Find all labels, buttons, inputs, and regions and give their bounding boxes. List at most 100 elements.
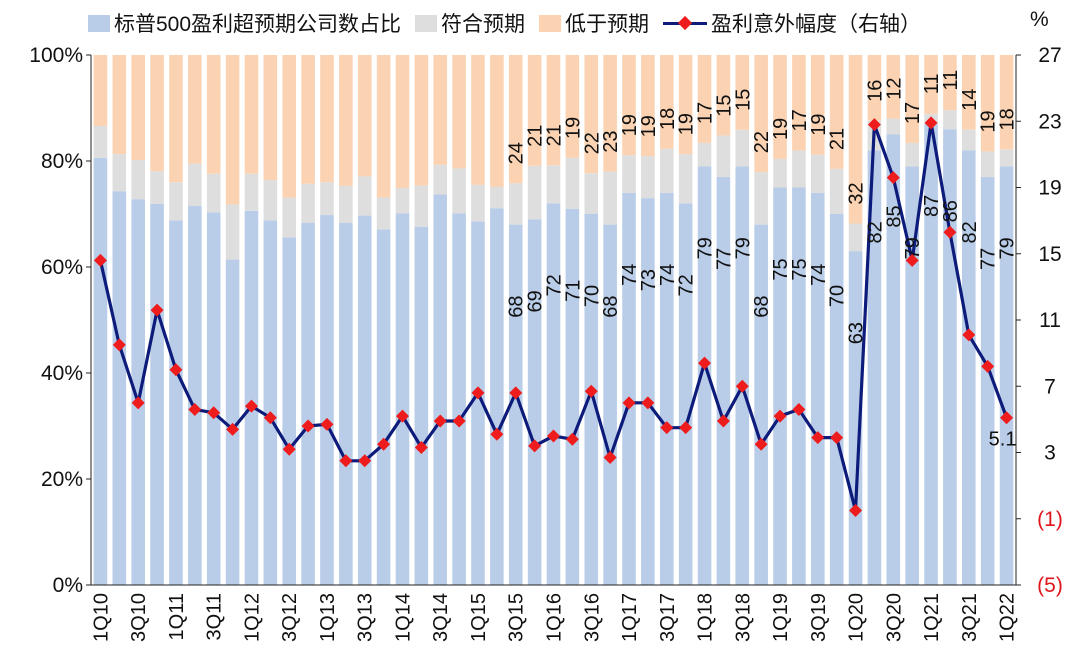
bar-inline-4Q18 (754, 172, 768, 225)
x-tick-label: 1Q15 (468, 593, 490, 642)
legend-beat: 标普500盈利超预期公司数占比 (88, 8, 401, 38)
bar-miss-3Q15 (508, 55, 523, 184)
surprise-marker-3Q10 (131, 396, 145, 410)
bar-miss-2Q13 (339, 55, 353, 186)
bar-inline-4Q21 (980, 151, 995, 177)
legend-diamond-marker (677, 15, 693, 31)
beat-data-label: 75 (789, 258, 811, 280)
bar-inline-3Q17 (659, 148, 674, 193)
x-tick-label: 3Q17 (657, 593, 679, 642)
bar-inline-4Q12 (301, 183, 315, 224)
surprise-marker-3Q15 (509, 386, 523, 400)
beat-data-label: 85 (883, 205, 905, 227)
x-tick-label: 1Q19 (770, 593, 792, 642)
bar-miss-4Q16 (603, 55, 617, 172)
surprise-marker-3Q11 (207, 406, 221, 420)
x-tick-label: 1Q11 (166, 593, 188, 640)
beat-data-label: 63 (846, 322, 868, 344)
bar-inline-3Q12 (282, 197, 297, 238)
beat-data-label: 70 (581, 285, 603, 307)
bar-inline-3Q19 (810, 154, 825, 193)
surprise-marker-3Q13 (358, 454, 372, 468)
surprise-marker-2Q13 (339, 454, 353, 468)
surprise-marker-4Q15 (528, 439, 542, 453)
miss-data-label: 19 (619, 114, 641, 136)
bar-inline-1Q13 (320, 182, 334, 216)
x-tick-label: 3Q13 (355, 593, 377, 642)
bar-beat-4Q18 (754, 224, 768, 585)
beat-data-label: 70 (827, 285, 849, 307)
bar-inline-1Q12 (244, 173, 259, 211)
miss-data-label: 19 (770, 118, 792, 140)
bar-inline-3Q20 (886, 118, 901, 135)
bar-beat-3Q13 (357, 215, 372, 585)
right-tick-label: 23 (1038, 110, 1061, 133)
bar-inline-4Q13 (376, 197, 391, 230)
bar-miss-1Q10 (93, 55, 108, 127)
bar-inline-3Q21 (962, 129, 976, 151)
bar-beat-2Q14 (414, 226, 429, 585)
surprise-marker-4Q20 (905, 253, 919, 267)
miss-data-label: 23 (600, 130, 622, 152)
x-tick-label: 3Q11 (204, 593, 226, 640)
bar-beat-1Q22 (999, 166, 1014, 586)
bar-miss-4Q10 (150, 55, 164, 172)
bar-inline-2Q12 (263, 180, 278, 221)
surprise-marker-3Q19 (811, 431, 825, 445)
beat-data-label: 69 (525, 290, 547, 312)
legend-surprise-swatch (663, 13, 708, 33)
x-tick-label: 1Q17 (619, 593, 641, 642)
bar-inline-1Q18 (697, 142, 712, 167)
legend-surprise-label: 盈利意外幅度（右轴） (711, 13, 922, 36)
beat-data-label: 75 (770, 258, 792, 280)
surprise-marker-2Q11 (188, 402, 202, 416)
bar-inline-4Q11 (225, 204, 240, 260)
bar-beat-2Q11 (188, 206, 202, 586)
x-tick-label: 3Q18 (732, 593, 754, 642)
miss-data-label: 11 (921, 73, 943, 94)
bar-miss-1Q14 (395, 55, 410, 189)
bar-miss-1Q17 (622, 55, 636, 156)
surprise-marker-1Q14 (395, 409, 409, 423)
bar-beat-1Q14 (395, 213, 410, 585)
bar-beat-1Q21 (924, 123, 938, 586)
bar-miss-2Q11 (188, 55, 202, 164)
miss-data-label: 15 (732, 89, 754, 111)
right-tick-label: 11 (1039, 309, 1061, 332)
bar-miss-2Q21 (943, 55, 957, 111)
left-tick-label: 40% (41, 362, 83, 385)
bar-beat-2Q10 (112, 191, 127, 585)
surprise-marker-2Q10 (112, 338, 126, 352)
bar-inline-1Q16 (546, 165, 561, 204)
bar-beat-1Q13 (320, 215, 334, 585)
bar-miss-3Q20 (886, 55, 901, 119)
bar-miss-4Q17 (678, 55, 693, 155)
surprise-marker-3Q14 (433, 414, 447, 428)
right-tick-label: 7 (1044, 375, 1056, 398)
surprise-marker-1Q16 (547, 429, 560, 443)
surprise-marker-2Q14 (414, 441, 428, 455)
bar-miss-4Q18 (754, 55, 768, 173)
bar-miss-1Q21 (924, 55, 938, 114)
surprise-marker-2Q12 (263, 411, 277, 425)
surprise-marker-4Q10 (150, 303, 164, 317)
bar-miss-3Q21 (962, 55, 976, 130)
right-tick-label: 19 (1038, 177, 1061, 200)
miss-data-label: 18 (997, 108, 1019, 130)
bar-inline-2Q15 (490, 186, 504, 209)
miss-data-label: 21 (544, 124, 566, 146)
bar-inline-3Q15 (508, 183, 523, 225)
bar-beat-2Q16 (565, 208, 580, 585)
bar-miss-4Q12 (301, 55, 315, 184)
beat-data-label: 74 (808, 264, 830, 286)
bar-beat-1Q11 (169, 220, 183, 586)
miss-data-label: 22 (751, 131, 773, 153)
x-tick-label: 3Q10 (128, 593, 150, 642)
beat-data-label: 74 (657, 264, 679, 286)
bar-beat-2Q19 (792, 187, 806, 585)
bar-miss-1Q16 (546, 55, 561, 166)
bar-beat-4Q16 (603, 224, 617, 585)
bar-beat-1Q12 (244, 210, 259, 585)
x-tick-label: 3Q20 (883, 593, 905, 642)
bar-inline-1Q15 (471, 184, 485, 222)
